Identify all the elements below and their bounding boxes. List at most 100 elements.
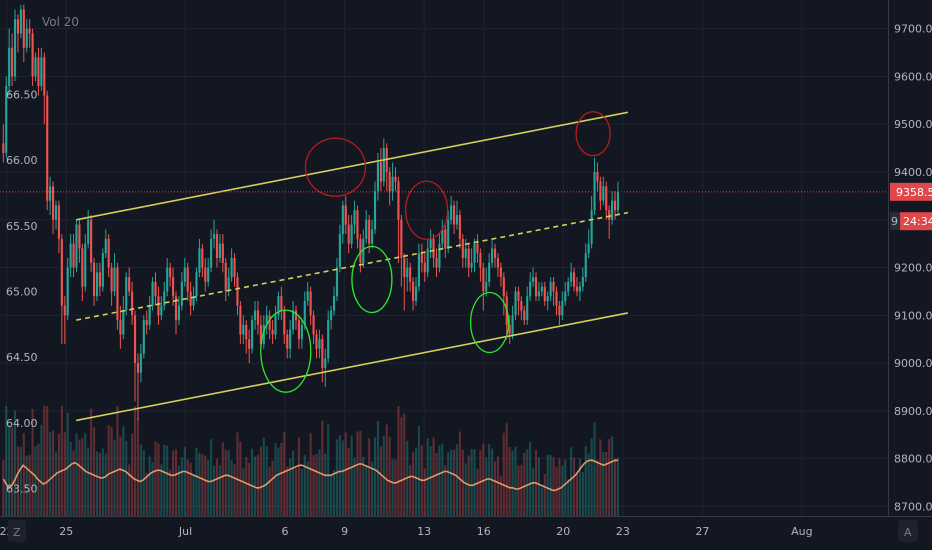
left-tick-label: 63.50 — [6, 482, 38, 495]
candle-body — [455, 215, 459, 225]
volume-bar — [403, 413, 406, 516]
volume-bar — [57, 433, 60, 516]
left-tick-label: 66.50 — [6, 89, 38, 102]
candle-body — [441, 229, 444, 244]
volume-bar — [488, 443, 491, 516]
volume-bar — [104, 453, 107, 516]
volume-bar — [605, 451, 608, 516]
candle-body — [172, 277, 175, 297]
candle-body — [221, 243, 224, 263]
candle-body — [388, 172, 391, 192]
candle-body — [605, 186, 608, 211]
support-circle[interactable] — [260, 309, 312, 393]
channel-upper-line[interactable] — [76, 111, 629, 221]
candlestick-series — [2, 4, 620, 421]
volume-bar — [350, 435, 353, 516]
candle-body — [116, 267, 119, 321]
candle-body — [166, 267, 169, 292]
volume-bar — [212, 465, 216, 516]
candle-body — [373, 191, 377, 230]
volume-bar — [8, 425, 11, 516]
volume-bar — [330, 475, 333, 516]
volume-bar — [584, 445, 587, 516]
candle-body — [180, 281, 183, 306]
volume-bar — [34, 446, 37, 516]
volume-bar — [221, 442, 224, 516]
resistance-circle[interactable] — [575, 111, 611, 157]
candle-body — [177, 305, 180, 321]
left-tick-label: 64.50 — [6, 351, 38, 364]
volume-bar — [169, 469, 172, 516]
volume-bar — [116, 406, 119, 516]
candle-body — [251, 320, 254, 349]
candle-body — [122, 310, 125, 335]
volume-bar — [101, 448, 104, 516]
candle-body — [230, 258, 233, 278]
resistance-circle[interactable] — [304, 137, 367, 197]
channel-lower-line[interactable] — [76, 312, 629, 422]
candle-body — [294, 310, 298, 321]
candle-body — [265, 315, 268, 325]
candle-body — [438, 243, 441, 268]
volume-bar — [540, 487, 543, 516]
candle-body — [309, 291, 312, 316]
candle-body — [19, 9, 22, 34]
volume-bar — [110, 426, 113, 516]
volume-bar — [136, 418, 140, 516]
candle-body — [394, 176, 397, 182]
volume-bar — [362, 456, 365, 516]
candle-body — [464, 248, 467, 258]
volume-bar — [125, 440, 128, 516]
volume-bar — [596, 459, 599, 516]
volume-bar — [294, 468, 298, 516]
volume-bar — [95, 451, 99, 516]
candle-body — [461, 238, 464, 258]
candle-body — [169, 267, 172, 278]
candle-body — [28, 28, 31, 34]
volume-bar — [388, 436, 391, 516]
auto-scale-button[interactable]: A — [898, 520, 918, 542]
volume-bar — [493, 461, 497, 516]
candle-body — [242, 324, 245, 335]
candle-body — [81, 248, 84, 287]
goto-button-left[interactable]: Z — [8, 520, 26, 542]
volume-bar — [423, 468, 426, 516]
volume-bar — [575, 472, 579, 516]
candle-body — [356, 210, 359, 239]
candle-body — [473, 243, 476, 263]
time-axis[interactable]: 22 25 Jul 6 9 13 16 20 23 27 Aug — [0, 525, 813, 538]
volume-bar — [344, 432, 347, 516]
candle-body — [60, 238, 63, 306]
candle-body — [543, 286, 546, 301]
channel-mid-line[interactable] — [76, 211, 629, 321]
candle-body — [46, 95, 49, 201]
volume-bar — [230, 459, 233, 516]
candle-body — [136, 363, 140, 373]
volume-bar — [543, 474, 546, 516]
price-tags: 9358.53 24:34 9 — [890, 182, 932, 231]
support-circle[interactable] — [469, 291, 510, 354]
volume-bar — [227, 450, 230, 516]
candle-body — [423, 262, 426, 273]
resistance-circle[interactable] — [404, 180, 449, 240]
candle-body — [95, 272, 99, 297]
candle-body — [271, 329, 274, 335]
volume-bar — [321, 420, 324, 516]
trend-drawings[interactable] — [76, 111, 629, 422]
candle-body — [596, 172, 599, 182]
candle-body — [400, 219, 403, 258]
indicator-label[interactable]: Vol 20 — [42, 15, 79, 29]
volume-bar — [376, 420, 380, 516]
volume-bar — [338, 435, 341, 516]
volume-bar — [280, 442, 283, 516]
support-circle[interactable] — [351, 245, 393, 314]
volume-bar — [414, 447, 418, 516]
second-price-tag — [890, 212, 900, 231]
candle-body — [204, 267, 207, 282]
volume-bar — [25, 455, 28, 516]
candle-body — [49, 186, 52, 201]
volume-bar — [608, 438, 611, 516]
volume-bar — [391, 459, 394, 516]
candle-body — [608, 210, 611, 220]
